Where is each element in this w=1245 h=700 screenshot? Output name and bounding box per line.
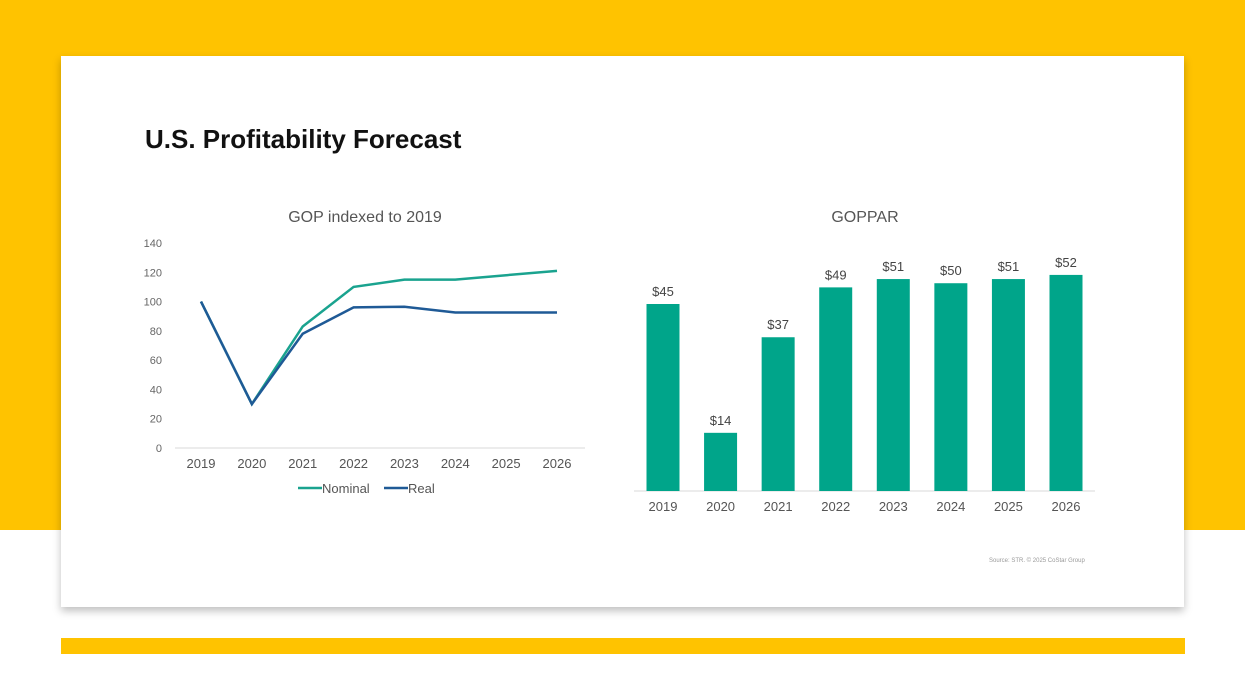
bar-data-label: $14	[710, 413, 732, 428]
series-line-real	[199, 301, 557, 407]
y-tick-label: 80	[150, 326, 162, 338]
x-tick-label: 2020	[237, 456, 266, 471]
y-tick-label: 100	[144, 297, 162, 309]
bar-2024	[934, 283, 968, 491]
x-tick-label: 2021	[288, 456, 317, 471]
legend-label-real: Real	[408, 481, 435, 496]
x-tick-label: 2024	[441, 456, 470, 471]
bar-2023	[876, 279, 910, 491]
x-tick-label: 2022	[339, 456, 368, 471]
bar-x-tick-label: 2021	[764, 499, 793, 514]
bar-data-label: $50	[940, 263, 962, 278]
bar-data-label: $51	[882, 259, 904, 274]
bar-data-label: $45	[652, 284, 674, 299]
bar-x-tick-label: 2020	[706, 499, 735, 514]
y-tick-label: 140	[144, 238, 162, 250]
bar-2022	[819, 287, 853, 491]
bar-2020	[704, 432, 738, 491]
bar-x-tick-label: 2025	[994, 499, 1023, 514]
page-title: U.S. Profitability Forecast	[145, 124, 462, 154]
bar-x-tick-label: 2024	[936, 499, 965, 514]
y-tick-label: 120	[144, 267, 162, 279]
bar-x-tick-label: 2023	[879, 499, 908, 514]
bar-x-tick-label: 2019	[649, 499, 678, 514]
legend-label-nominal: Nominal	[322, 481, 370, 496]
line-chart-title: GOP indexed to 2019	[288, 209, 442, 226]
bar-x-tick-label: 2022	[821, 499, 850, 514]
bar-data-label: $52	[1055, 255, 1077, 270]
source-note: Source: STR. © 2025 CoStar Group	[989, 558, 1085, 564]
y-tick-label: 60	[150, 355, 162, 367]
bar-data-label: $49	[825, 267, 847, 282]
bar-x-tick-label: 2026	[1052, 499, 1081, 514]
bar-chart-title: GOPPAR	[831, 209, 898, 226]
bar-2021	[761, 337, 795, 491]
footer-bar	[61, 638, 1185, 654]
x-tick-label: 2025	[492, 456, 521, 471]
bar-2026	[1049, 274, 1083, 491]
series-line-nominal	[199, 269, 558, 407]
y-tick-label: 20	[150, 414, 162, 426]
y-tick-label: 40	[150, 384, 162, 396]
x-tick-label: 2023	[390, 456, 419, 471]
bar-data-label: $37	[767, 317, 789, 332]
bar-2025	[991, 279, 1025, 491]
x-tick-label: 2019	[187, 456, 216, 471]
x-tick-label: 2026	[543, 456, 572, 471]
y-tick-label: 0	[156, 443, 162, 455]
bar-2019	[646, 304, 680, 491]
bar-data-label: $51	[998, 259, 1020, 274]
